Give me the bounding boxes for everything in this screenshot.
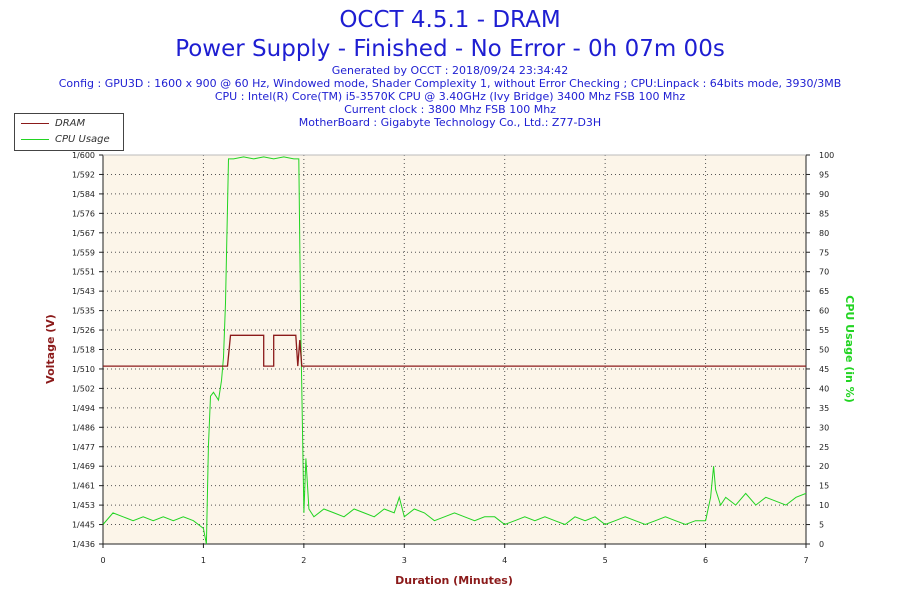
right-axis-ticks: 0 5 10 15 20 25 30 35 40 45 50 55 60 65 70 75 80 85 90 95 10… [806,151,834,549]
gridlines [103,155,806,544]
right-tick-label: 30 [819,423,829,432]
left-tick-label: 1/543 [72,287,95,296]
left-tick-label: 1/567 [72,229,95,238]
right-tick-label: 100 [819,151,834,160]
left-tick-label: 1/535 [72,307,95,316]
x-axis-title: Duration (Minutes) [395,574,513,587]
right-axis-title: CPU Usage (in %) [843,295,856,402]
right-tick-label: 70 [819,268,829,277]
right-tick-label: 80 [819,229,829,238]
right-tick-label: 15 [819,482,829,491]
right-tick-label: 55 [819,326,829,335]
left-tick-label: 1/526 [72,326,95,335]
left-tick-label: 1/502 [72,384,95,393]
chart-title: OCCT 4.5.1 - DRAM [339,7,561,33]
legend-item-cpu-usage: CPU Usage [21,133,110,147]
left-tick-label: 1/576 [72,209,95,218]
x-tick-label: 0 [100,556,105,565]
right-tick-label: 35 [819,404,829,413]
left-tick-label: 1/559 [72,248,95,257]
left-axis-ticks: 1/436 1/445 1/453 1/461 1/469 1/477 1/486 1/494… [72,151,103,549]
legend-swatch-cpu-usage [21,138,49,140]
right-tick-label: 95 [819,170,829,179]
x-tick-label: 7 [803,556,808,565]
left-tick-label: 1/510 [72,365,95,374]
legend-item-dram: DRAM [21,117,85,131]
left-tick-label: 1/469 [72,462,95,471]
x-tick-label: 2 [301,556,306,565]
left-tick-label: 1/453 [72,501,95,510]
right-tick-label: 10 [819,501,829,510]
left-tick-label: 1/592 [72,170,95,179]
x-tick-label: 6 [703,556,708,565]
x-tick-label: 5 [603,556,608,565]
header: OCCT 4.5.1 - DRAM Power Supply - Finishe… [0,0,900,129]
right-tick-label: 40 [819,384,829,393]
left-tick-label: 1/436 [72,540,95,549]
plot-area [103,155,806,544]
series-dram-line [103,334,806,367]
x-tick-label: 4 [502,556,507,565]
series-cpu-usage-line [102,156,807,545]
right-tick-label: 75 [819,248,829,257]
left-axis-title: Voltage (V) [44,314,57,384]
right-tick-label: 45 [819,365,829,374]
right-tick-label: 85 [819,209,829,218]
clock-info: Current clock : 3800 Mhz FSB 100 Mhz [344,103,556,116]
right-tick-label: 5 [819,521,824,530]
right-tick-label: 25 [819,443,829,452]
legend: DRAM CPU Usage [14,113,124,151]
right-tick-label: 60 [819,307,829,316]
left-tick-label: 1/494 [72,404,95,413]
left-tick-label: 1/584 [72,190,95,199]
left-tick-label: 1/445 [72,521,95,530]
right-tick-label: 50 [819,346,829,355]
left-tick-label: 1/551 [72,268,95,277]
x-axis-ticks: 0 1 2 3 4 5 6 7 [100,544,809,565]
left-tick-label: 1/600 [72,151,95,160]
generated-info: Generated by OCCT : 2018/09/24 23:34:42 [331,64,569,77]
left-tick-label: 1/477 [72,443,95,452]
legend-label-cpu-usage: CPU Usage [55,134,110,145]
cpu-info: CPU : Intel(R) Core(TM) i5-3570K CPU @ 3… [214,90,686,103]
chart-subtitle: Power Supply - Finished - No Error - 0h … [175,36,725,62]
right-tick-label: 90 [819,190,829,199]
x-tick-label: 3 [402,556,407,565]
right-tick-label: 65 [819,287,829,296]
right-tick-label: 20 [819,462,829,471]
right-tick-label: 0 [819,540,824,549]
left-tick-label: 1/486 [72,423,95,432]
motherboard-info: MotherBoard : Gigabyte Technology Co., L… [298,116,602,129]
config-info: Config : GPU3D : 1600 x 900 @ 60 Hz, Win… [58,77,842,90]
legend-label-dram: DRAM [55,118,86,129]
legend-swatch-dram [21,122,49,124]
left-tick-label: 1/461 [72,482,95,491]
left-tick-label: 1/518 [72,346,95,355]
x-tick-label: 1 [201,556,206,565]
